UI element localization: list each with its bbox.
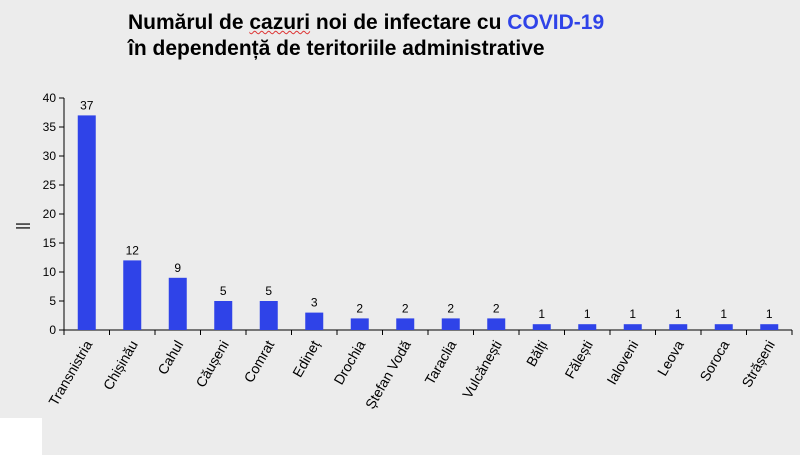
x-category-label: Chișinău (100, 338, 141, 393)
corner-patch (0, 418, 42, 455)
y-tick-label: 35 (43, 120, 57, 134)
chart-title: Numărul de cazuri noi de infectare cu CO… (128, 10, 768, 62)
bar-value-label: 1 (675, 307, 682, 321)
bar-15 (760, 324, 779, 330)
bar-6 (350, 318, 369, 330)
bar-value-label: 1 (766, 307, 773, 321)
x-category-label: Strășeni (738, 338, 778, 390)
bar-value-label: 2 (493, 301, 500, 315)
y-tick-label: 30 (43, 149, 57, 163)
bar-7 (396, 318, 415, 330)
x-category-label: Comrat (241, 337, 278, 385)
bar-9 (487, 318, 506, 330)
bar-value-label: 9 (174, 261, 181, 275)
x-category-label: Transnistria (45, 337, 95, 408)
y-tick-label: 20 (43, 207, 57, 221)
bar-value-label: 1 (629, 307, 636, 321)
title-part2: noi de infectare cu (310, 11, 508, 34)
y-tick-label: 5 (49, 294, 56, 308)
x-category-label: Fălești (561, 338, 595, 382)
title-covid: COVID-19 (507, 11, 605, 34)
y-tick-label: 15 (43, 236, 57, 250)
bar-1 (123, 260, 142, 330)
bar-8 (441, 318, 460, 330)
bar-11 (578, 324, 597, 330)
y-tick-label: 0 (49, 323, 56, 337)
bar-value-label: 2 (356, 301, 363, 315)
bar-value-label: 1 (584, 307, 591, 321)
title-part1: Numărul de (128, 11, 250, 34)
bar-2 (168, 277, 187, 330)
x-category-label: Taraclia (421, 337, 459, 387)
bar-13 (669, 324, 688, 330)
y-axis-label: || (14, 222, 31, 230)
bar-14 (714, 324, 733, 330)
bar-value-label: 3 (311, 296, 318, 310)
y-tick-label: 10 (43, 265, 57, 279)
x-category-label: Ștefan Vodă (362, 337, 414, 411)
x-category-label: Ialoveni (603, 338, 641, 388)
bar-value-label: 37 (80, 98, 94, 112)
x-category-label: Cahul (154, 338, 186, 378)
x-category-label: Vulcănești (459, 338, 505, 401)
x-category-label: Căușeni (192, 338, 232, 390)
bar-12 (623, 324, 642, 330)
bar-10 (532, 324, 551, 330)
x-category-label: Edineț (289, 337, 323, 379)
bar-5 (305, 312, 324, 330)
bar-value-label: 2 (402, 301, 409, 315)
title-line2: în dependență de teritoriile administrat… (128, 37, 545, 60)
bar-value-label: 1 (538, 307, 545, 321)
x-category-label: Bălți (523, 338, 550, 370)
bar-value-label: 12 (126, 243, 140, 257)
x-category-label: Leova (654, 337, 687, 378)
y-tick-label: 25 (43, 178, 57, 192)
bar-3 (214, 301, 233, 330)
x-category-label: Soroca (696, 337, 732, 384)
bar-0 (77, 115, 96, 331)
bar-value-label: 2 (447, 301, 454, 315)
bar-value-label: 1 (720, 307, 727, 321)
title-cazuri: cazuri (249, 11, 311, 34)
y-tick-label: 40 (43, 91, 57, 105)
x-category-label: Drochia (330, 337, 368, 387)
bar-value-label: 5 (220, 284, 227, 298)
bar-value-label: 5 (265, 284, 272, 298)
bar-4 (259, 301, 278, 330)
